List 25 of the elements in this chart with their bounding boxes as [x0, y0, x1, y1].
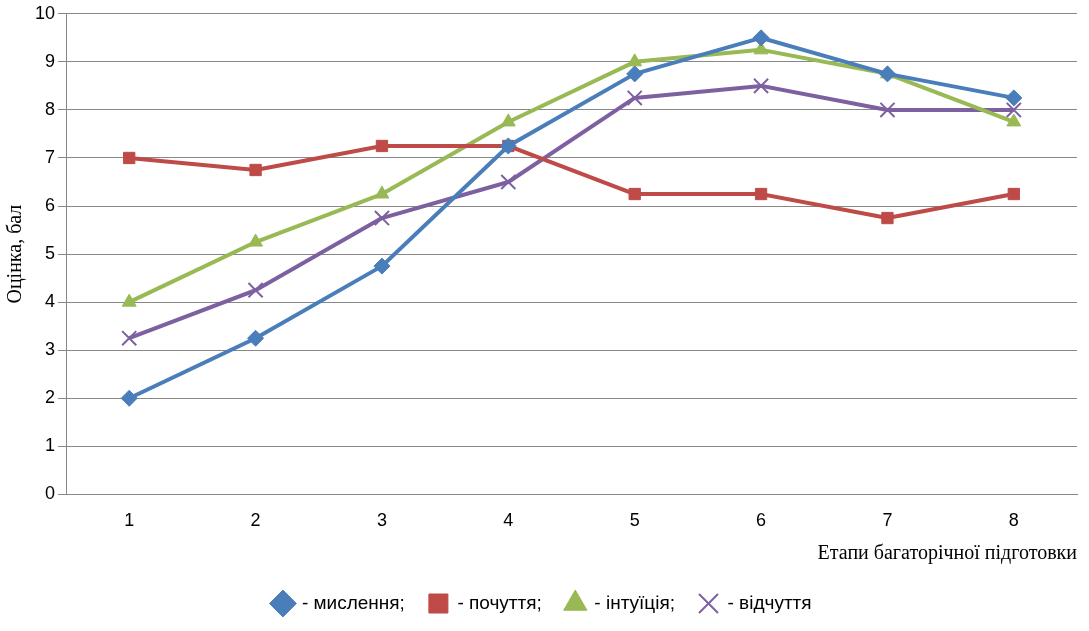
y-tick-label: 5	[45, 243, 56, 264]
x-tick-label: 5	[629, 510, 640, 531]
x-tick-label: 3	[376, 510, 387, 531]
x-tick-label: 4	[503, 510, 514, 531]
x-tick-label: 6	[756, 510, 767, 531]
x-tick-label: 8	[1008, 510, 1019, 531]
y-tick-label: 8	[45, 98, 56, 119]
y-tick-label: 2	[45, 387, 56, 408]
legend-label: - мислення;	[301, 591, 405, 613]
y-axis-title: Оцінка, бал	[3, 204, 27, 304]
x-tick-label: 2	[250, 510, 261, 531]
legend-label: - інтуїція;	[594, 591, 675, 613]
x-tick-label: 7	[882, 510, 893, 531]
x-axis-title: Етапи багаторічної підготовки	[817, 541, 1078, 565]
y-tick-label: 9	[45, 50, 56, 71]
y-tick-label: 0	[45, 483, 56, 504]
y-tick-label: 10	[34, 2, 56, 23]
x-tick-label: 1	[124, 510, 135, 531]
legend-label: - почуття;	[457, 591, 542, 613]
legend-label: - відчуття	[727, 591, 812, 613]
y-tick-label: 4	[45, 291, 56, 312]
y-tick-label: 6	[45, 195, 56, 216]
y-tick-label: 3	[45, 339, 56, 360]
y-tick-label: 1	[45, 435, 56, 456]
y-tick-label: 7	[45, 146, 56, 167]
